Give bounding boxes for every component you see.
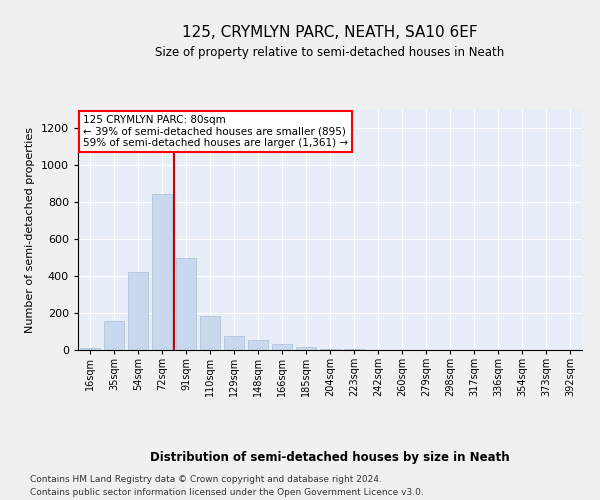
Text: Distribution of semi-detached houses by size in Neath: Distribution of semi-detached houses by … [150,451,510,464]
Bar [272,344,292,350]
Bar [224,336,244,350]
Bar [128,272,148,350]
Bar [152,194,172,350]
Bar [80,348,100,350]
Bar [320,348,340,350]
Text: Contains public sector information licensed under the Open Government Licence v3: Contains public sector information licen… [30,488,424,497]
Text: Contains HM Land Registry data © Crown copyright and database right 2024.: Contains HM Land Registry data © Crown c… [30,476,382,484]
Text: 125 CRYMLYN PARC: 80sqm
← 39% of semi-detached houses are smaller (895)
59% of s: 125 CRYMLYN PARC: 80sqm ← 39% of semi-de… [83,115,348,148]
Bar [200,316,220,350]
Y-axis label: Number of semi-detached properties: Number of semi-detached properties [25,127,35,333]
Bar [176,258,196,350]
Bar [248,340,268,350]
Bar [296,347,316,350]
Text: 125, CRYMLYN PARC, NEATH, SA10 6EF: 125, CRYMLYN PARC, NEATH, SA10 6EF [182,25,478,40]
Bar [104,322,124,350]
Text: Size of property relative to semi-detached houses in Neath: Size of property relative to semi-detach… [155,46,505,59]
